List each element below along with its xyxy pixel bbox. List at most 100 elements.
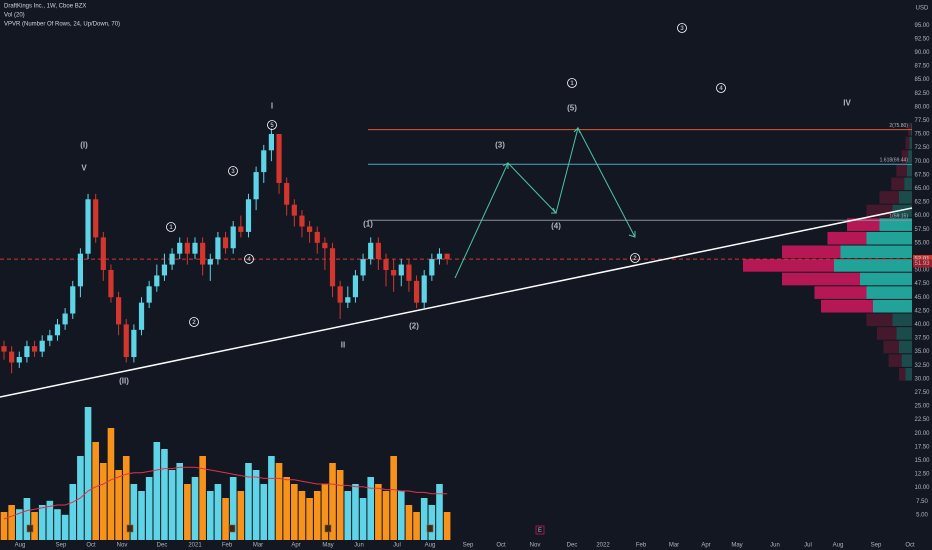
y-tick-label: 45.00	[914, 295, 930, 301]
profile-up	[908, 150, 912, 163]
profile-up	[904, 177, 912, 191]
profile-up	[892, 313, 912, 327]
indicator-label: VPVR (Number Of Rows, 24, Up/Down, 70)	[4, 22, 120, 28]
y-tick-label: 70.00	[914, 159, 930, 165]
candle-body	[284, 182, 290, 205]
wave-label: 3	[680, 26, 684, 32]
wave-circle	[567, 78, 577, 88]
candle-body	[62, 313, 68, 325]
wave-label: (4)	[551, 222, 561, 231]
candle-body	[54, 324, 61, 336]
y-tick-label: 77.50	[914, 118, 930, 124]
candle-body	[436, 253, 443, 260]
candle-body	[200, 242, 206, 265]
candle-body	[9, 351, 15, 363]
y-tick-label: 62.50	[914, 200, 930, 206]
volume-bar	[0, 512, 8, 540]
wave-circle	[716, 83, 726, 93]
x-tick-label: Oct	[496, 543, 506, 549]
wave-circle	[244, 254, 254, 264]
volume-bar	[405, 505, 413, 540]
wave-label: 2	[192, 320, 196, 326]
earnings-label: E	[538, 528, 542, 534]
x-tick-label: Feb	[222, 543, 233, 549]
wave-circle	[267, 120, 277, 130]
x-tick-label: Apr	[291, 543, 300, 549]
y-tick-label: 57.50	[914, 227, 930, 233]
candle-body	[291, 204, 297, 216]
volume-bar	[15, 509, 23, 540]
profile-up	[840, 245, 912, 259]
wave-label: II	[341, 341, 345, 350]
fib-label: 1.618(69.44)	[880, 158, 909, 164]
profile-down	[876, 327, 897, 340]
candle-body	[161, 264, 168, 276]
candle-body	[368, 242, 374, 260]
profile-down	[782, 272, 860, 286]
fib-label: 1(59.15)	[889, 214, 908, 220]
profile-down	[901, 150, 909, 163]
volume-ma	[3, 466, 448, 520]
y-tick-label: 87.50	[914, 64, 930, 70]
volume-bar	[428, 505, 436, 540]
volume-bar	[145, 477, 153, 540]
volume-bar	[54, 509, 61, 540]
wave-circle	[189, 317, 199, 327]
y-tick-label: 37.50	[914, 336, 930, 342]
y-tick-label: 75.00	[914, 132, 930, 138]
candle-body	[184, 242, 190, 254]
volume-bar	[336, 470, 344, 540]
indicator-label: Vol (20)	[4, 13, 25, 19]
y-tick-label: 32.50	[914, 363, 930, 369]
volume-bar	[352, 484, 359, 540]
profile-down	[896, 163, 907, 177]
x-tick-label: Dec	[157, 543, 168, 549]
profile-up	[873, 299, 912, 313]
candle-body	[108, 270, 114, 298]
profile-down	[905, 136, 910, 150]
volume-bar	[283, 477, 290, 540]
volume-bar	[291, 484, 298, 540]
volume-bar	[237, 491, 245, 540]
wave-label: IV	[843, 99, 851, 108]
volume-bar	[298, 491, 306, 540]
candle-body	[245, 199, 252, 232]
y-tick-label: 60.00	[914, 213, 930, 219]
fib-label: 2(75.80)	[889, 123, 908, 129]
profile-up	[860, 272, 912, 286]
x-tick-label: May	[322, 543, 333, 549]
wave-label: (5)	[567, 104, 577, 113]
volume-bar	[268, 456, 275, 540]
x-tick-label: Nov	[117, 543, 128, 549]
profile-down	[899, 367, 906, 381]
wave-label: 5	[270, 123, 274, 129]
candle-body	[169, 253, 175, 265]
profile-down	[847, 218, 880, 231]
volume-bar	[8, 505, 15, 540]
volume-bar	[344, 491, 352, 540]
arrow-head	[551, 207, 557, 214]
earnings-marker	[26, 524, 34, 533]
candle-body	[375, 242, 381, 260]
arrow-head	[502, 162, 509, 169]
prev-price-label: 51.93	[914, 261, 930, 267]
y-tick-label: 10.00	[914, 485, 930, 491]
volume-bar	[92, 442, 99, 540]
candle-body	[329, 248, 336, 287]
candle-body	[215, 237, 221, 260]
volume-bar	[214, 484, 222, 540]
profile-up	[899, 340, 912, 354]
y-tick-label: 27.50	[914, 390, 930, 396]
plot: 5.007.5010.0012.5015.0017.5020.0022.5025…	[0, 23, 932, 549]
profile-down	[782, 245, 841, 259]
x-tick-label: Sep	[56, 543, 67, 549]
profile-down	[821, 299, 873, 313]
volume-bar	[390, 456, 397, 540]
x-tick-label: Jun	[770, 543, 780, 549]
volume-bar	[84, 407, 92, 540]
volume-bar	[138, 491, 145, 540]
volume-bar	[161, 449, 168, 540]
candle-body	[383, 259, 389, 270]
